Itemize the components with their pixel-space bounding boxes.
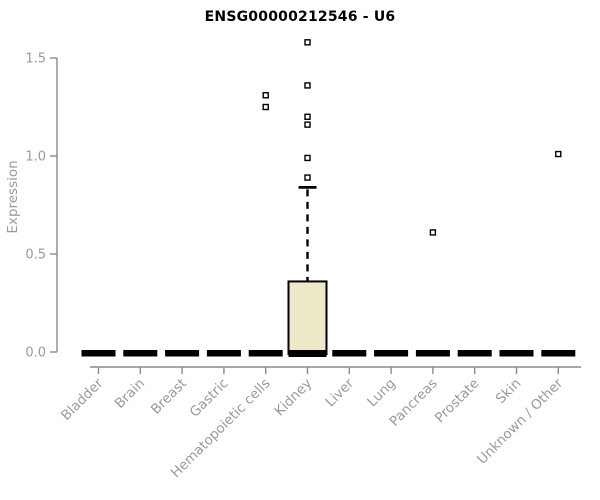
- outlier-point: [304, 82, 311, 89]
- outlier-point: [429, 229, 437, 236]
- outlier-point: [555, 150, 562, 158]
- median-bar: [123, 350, 158, 357]
- x-tick-label: Prostate: [432, 376, 483, 427]
- outlier-point: [304, 121, 311, 128]
- outlier-point: [304, 113, 311, 121]
- y-tick-label: 1.0: [25, 150, 46, 165]
- median-bar: [81, 350, 116, 357]
- box: [287, 280, 328, 355]
- y-tick-label: 0.5: [25, 248, 46, 263]
- median-bar: [288, 350, 327, 357]
- median-bar: [541, 350, 576, 357]
- chart-title: ENSG00000212546 - U6: [204, 9, 396, 25]
- x-tick-label: Breast: [148, 376, 190, 418]
- median-bar: [499, 350, 534, 357]
- outlier-point: [262, 103, 269, 111]
- x-tick-label: Liver: [322, 375, 357, 410]
- median-bar: [332, 350, 367, 357]
- x-tick-label: Brain: [112, 376, 148, 412]
- median-bar: [165, 350, 200, 357]
- outlier-point: [304, 154, 311, 162]
- x-tick-label: Bladder: [58, 375, 107, 424]
- outlier-point: [262, 92, 269, 99]
- outlier-point: [304, 174, 311, 181]
- median-bar: [457, 350, 492, 357]
- x-tick-label: Kidney: [271, 376, 315, 420]
- x-tick-label: Lung: [364, 376, 399, 411]
- outlier-point: [304, 39, 311, 46]
- median-bar: [374, 350, 409, 357]
- y-tick-label: 1.5: [25, 52, 46, 67]
- median-bar: [206, 350, 241, 357]
- median-bar: [415, 350, 450, 357]
- y-tick-label: 0.0: [25, 346, 46, 361]
- median-bar: [248, 350, 283, 357]
- x-tick-label: Skin: [493, 376, 525, 408]
